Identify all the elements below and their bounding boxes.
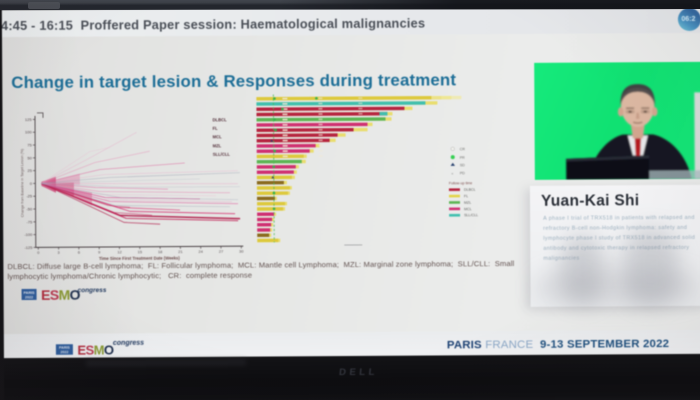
svg-text:125: 125	[25, 117, 32, 122]
svg-text:PARIS: PARIS	[24, 291, 36, 295]
svg-text:27: 27	[219, 249, 224, 254]
svg-text:ESMO: ESMO	[77, 342, 114, 357]
svg-text:-50: -50	[26, 206, 33, 211]
svg-text:MZL: MZL	[464, 201, 471, 205]
svg-text:ESMO: ESMO	[41, 287, 81, 303]
svg-text:0: 0	[37, 250, 40, 255]
svg-text:Time Since First Treatment Dat: Time Since First Treatment Date (Weeks)	[99, 256, 180, 261]
svg-text:DLBCL: DLBCL	[464, 188, 476, 192]
svg-text:-100: -100	[24, 232, 33, 237]
svg-text:6: 6	[78, 250, 81, 255]
svg-text:PD: PD	[460, 171, 465, 175]
svg-text:-75: -75	[26, 219, 33, 224]
svg-text:9: 9	[98, 250, 101, 255]
svg-text:congress: congress	[78, 287, 107, 294]
svg-text:18: 18	[158, 249, 163, 254]
svg-text:21: 21	[178, 249, 183, 254]
svg-text:12: 12	[117, 249, 122, 254]
svg-text:3: 3	[57, 250, 60, 255]
svg-text:15: 15	[138, 249, 143, 254]
svg-text:-25: -25	[26, 194, 33, 199]
svg-text:30: 30	[239, 249, 244, 254]
svg-text:×: ×	[451, 172, 453, 176]
svg-text:2022: 2022	[60, 350, 68, 354]
svg-text:SD: SD	[460, 163, 465, 167]
svg-text:DLBCL: DLBCL	[212, 117, 227, 122]
svg-text:0: 0	[30, 181, 33, 186]
svg-text:25: 25	[27, 168, 32, 173]
svg-text:Follow-up time: Follow-up time	[449, 181, 472, 185]
svg-text:75: 75	[27, 142, 32, 147]
svg-text:MCL: MCL	[464, 207, 472, 211]
svg-text:2022: 2022	[25, 296, 33, 300]
svg-text:100: 100	[25, 130, 32, 135]
svg-text:Change from Baseline in Target: Change from Baseline in Target Lesion (%…	[20, 149, 24, 217]
svg-text:MZL: MZL	[213, 143, 222, 148]
svg-text:FL: FL	[213, 126, 219, 131]
svg-text:-125: -125	[24, 245, 33, 250]
svg-text:FL: FL	[464, 194, 468, 198]
svg-text:CR: CR	[460, 147, 466, 151]
svg-text:PARIS: PARIS	[59, 346, 70, 350]
svg-text:MCL: MCL	[213, 134, 223, 139]
svg-text:SLL/CLL: SLL/CLL	[464, 213, 478, 217]
svg-text:SLL/CLL: SLL/CLL	[213, 152, 231, 157]
svg-text:24: 24	[198, 249, 203, 254]
svg-text:PR: PR	[460, 156, 465, 160]
svg-text:congress: congress	[113, 340, 144, 347]
svg-text:50: 50	[27, 155, 32, 160]
